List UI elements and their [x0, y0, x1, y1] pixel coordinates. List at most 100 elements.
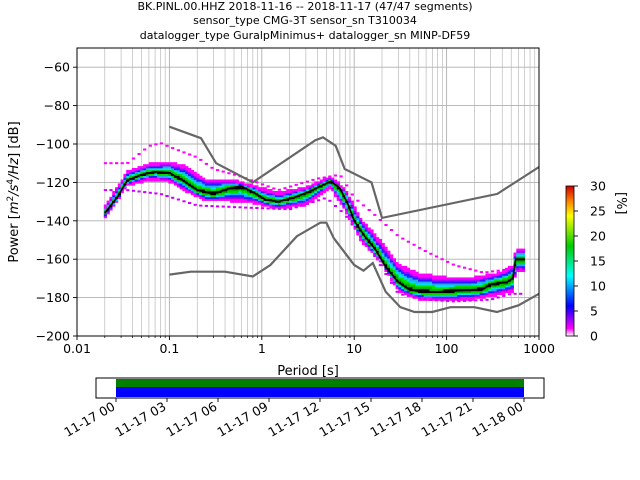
psd-cell	[463, 287, 467, 290]
psd-cell	[168, 177, 172, 180]
psd-outlier-cell	[244, 206, 248, 209]
psd-cell	[289, 206, 293, 209]
psd-cell	[249, 187, 253, 190]
psd-cell	[404, 277, 408, 280]
psd-cell	[409, 279, 413, 282]
psd-cell	[331, 179, 335, 182]
psd-cell	[412, 273, 416, 276]
psd-cell	[275, 202, 279, 205]
psd-cell	[148, 162, 152, 165]
psd-cell	[159, 169, 164, 173]
psd-cell	[168, 175, 172, 178]
psd-cell	[350, 208, 354, 211]
psd-cell	[291, 202, 295, 205]
psd-cell	[370, 229, 374, 232]
psd-cell	[218, 183, 222, 186]
psd-cell	[404, 269, 408, 273]
psd-outlier-cell	[339, 210, 343, 213]
psd-cell	[471, 287, 475, 290]
psd-cell	[129, 173, 133, 177]
psd-cell	[308, 187, 312, 190]
psd-outlier-cell	[451, 263, 455, 266]
psd-cell	[364, 239, 368, 242]
psd-outlier-cell	[277, 207, 281, 210]
psd-cell	[266, 200, 270, 203]
psd-cell	[401, 269, 405, 273]
psd-cell	[398, 285, 402, 288]
psd-cell	[499, 285, 503, 288]
psd-cell	[418, 283, 422, 286]
psd-cell	[137, 181, 141, 184]
psd-cell	[521, 256, 526, 259]
psd-cell	[171, 168, 175, 171]
psd-cell	[202, 185, 206, 188]
psd-cell	[202, 198, 206, 201]
psd-cell	[196, 191, 200, 194]
y-tick-label: −180	[36, 290, 70, 305]
psd-cell	[491, 277, 495, 280]
psd-outlier-cell	[311, 201, 315, 203]
psd-cell	[305, 196, 309, 200]
psd-cell	[145, 173, 150, 177]
psd-cell	[378, 248, 382, 251]
psd-cell	[496, 273, 500, 276]
psd-cell	[148, 168, 152, 171]
psd-cell	[468, 281, 472, 284]
psd-outlier-cell	[143, 148, 147, 151]
psd-cell	[507, 281, 512, 284]
psd-cell	[361, 223, 366, 226]
psd-cell	[311, 194, 315, 198]
psd-cell	[202, 183, 206, 186]
psd-cell	[140, 175, 144, 178]
psd-outlier-cell	[317, 177, 321, 180]
psd-cell	[519, 250, 523, 253]
psd-cell	[216, 187, 220, 190]
psd-cell	[162, 175, 166, 178]
psd-cell	[387, 256, 391, 259]
psd-cell	[322, 177, 326, 180]
psd-cell	[162, 179, 166, 182]
psd-cell	[196, 175, 200, 178]
psd-cell	[308, 189, 312, 192]
psd-cell	[289, 200, 293, 203]
psd-cell	[185, 175, 189, 178]
psd-cell	[185, 169, 189, 173]
psd-cell	[364, 227, 368, 230]
psd-cell	[173, 173, 178, 177]
psd-cell	[499, 289, 503, 292]
psd-cell	[392, 260, 396, 263]
psd-cell	[477, 281, 481, 284]
psd-cell	[188, 171, 192, 175]
psd-cell	[151, 162, 155, 165]
x-tick-label: 100	[435, 341, 459, 356]
psd-cell	[482, 294, 486, 297]
x-tick-label: 0.1	[159, 341, 179, 356]
y-tick-label: −200	[36, 329, 70, 344]
psd-cell	[266, 191, 270, 194]
psd-cell	[471, 292, 475, 296]
psd-cell	[423, 277, 427, 280]
psd-cell	[499, 275, 503, 278]
psd-cell	[437, 281, 441, 284]
psd-cell	[221, 185, 225, 188]
psd-cell	[204, 189, 208, 192]
psd-cell	[373, 241, 377, 244]
psd-outlier-cell	[266, 185, 270, 188]
psd-cell	[311, 185, 315, 188]
psd-cell	[331, 185, 335, 188]
psd-cell	[446, 281, 450, 284]
psd-cell	[204, 179, 208, 182]
psd-cell	[381, 248, 385, 251]
psd-cell	[418, 289, 422, 292]
psd-cell	[134, 169, 138, 173]
psd-cell	[249, 183, 253, 186]
psd-cell	[401, 273, 405, 276]
psd-cell	[409, 277, 413, 280]
psd-cell	[434, 296, 439, 299]
psd-cell	[185, 183, 189, 186]
psd-cell	[131, 171, 136, 175]
psd-cell	[443, 287, 447, 290]
psd-cell	[406, 277, 410, 280]
psd-cell	[412, 290, 416, 294]
psd-cell	[123, 175, 127, 178]
